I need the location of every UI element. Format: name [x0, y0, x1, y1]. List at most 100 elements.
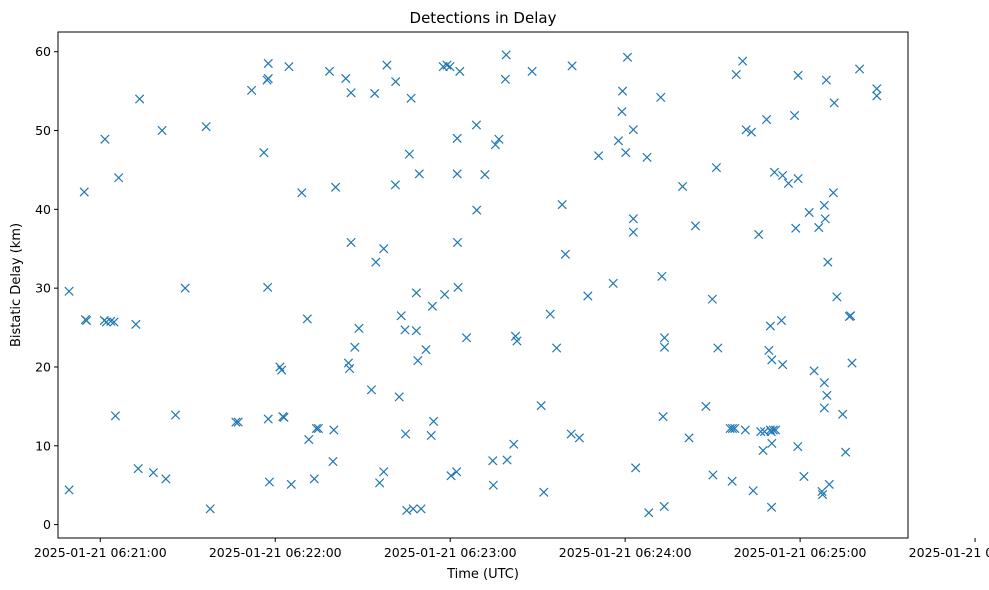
data-point [109, 317, 119, 327]
data-point [545, 309, 555, 319]
data-point [488, 456, 498, 466]
data-point [324, 66, 335, 77]
data-point [838, 409, 848, 419]
data-point [440, 289, 450, 300]
data-point [400, 429, 411, 439]
data-point [631, 463, 641, 473]
data-point [656, 92, 666, 103]
data-point [394, 392, 404, 402]
data-point [817, 486, 827, 497]
data-point [767, 355, 777, 365]
data-point [309, 474, 319, 484]
data-point [759, 426, 770, 437]
data-point [445, 62, 455, 72]
y-tick-label: 0 [43, 517, 51, 532]
data-point [64, 485, 74, 495]
data-point [390, 180, 401, 190]
data-point [201, 121, 211, 132]
data-point [231, 417, 241, 427]
data-point [480, 170, 490, 180]
data-point [341, 73, 351, 84]
data-point [872, 84, 882, 94]
data-point [872, 91, 882, 101]
data-point [408, 504, 418, 514]
data-point [659, 333, 670, 343]
data-points [64, 50, 882, 518]
data-point [131, 319, 141, 330]
data-point [455, 66, 465, 77]
data-point [766, 502, 777, 512]
data-point [471, 120, 482, 130]
data-point [820, 214, 830, 224]
data-point [330, 182, 341, 192]
data-point [135, 94, 145, 104]
data-point [738, 56, 748, 66]
x-tick-label: 2025-01-21 06:24:00 [559, 545, 692, 560]
data-point [81, 315, 92, 326]
data-point [829, 98, 839, 108]
data-point [180, 283, 190, 293]
data-point [768, 425, 778, 435]
data-point [494, 134, 504, 144]
data-point [346, 237, 356, 248]
data-point [329, 425, 339, 435]
data-point [375, 478, 385, 488]
data-point [370, 88, 380, 99]
data-point [731, 69, 741, 80]
data-point [277, 365, 287, 375]
data-point [583, 291, 593, 301]
data-point [727, 476, 737, 486]
y-tick-label: 50 [35, 123, 51, 138]
data-point [758, 445, 768, 456]
data-point [344, 363, 355, 374]
data-point [263, 58, 273, 69]
y-tick-label: 60 [35, 44, 51, 59]
data-point [854, 64, 865, 74]
y-tick-label: 40 [35, 202, 51, 217]
x-tick-label: 2025-01-21 06:23:00 [384, 545, 517, 560]
data-point [793, 173, 803, 184]
data-point [711, 162, 722, 173]
data-point [161, 474, 171, 484]
data-point [157, 125, 167, 136]
data-point [770, 425, 781, 435]
data-point [404, 149, 414, 159]
data-point [707, 294, 717, 304]
data-point [789, 110, 800, 121]
data-point [311, 423, 321, 434]
data-point [451, 467, 462, 477]
data-point [617, 86, 628, 96]
data-point [536, 400, 546, 411]
data-point [264, 477, 275, 487]
data-point [539, 487, 549, 497]
data-point [259, 147, 269, 158]
data-point [621, 147, 631, 158]
data-point [391, 77, 401, 87]
data-point [79, 187, 89, 197]
data-point [413, 356, 423, 366]
x-tick-label: 2025-01-21 06:21:00 [34, 545, 167, 560]
data-point [552, 343, 562, 353]
data-point [658, 411, 668, 422]
data-point [110, 411, 121, 421]
data-point [642, 152, 652, 162]
data-point [777, 170, 788, 181]
data-point [354, 323, 364, 333]
data-point [350, 342, 360, 352]
data-point [452, 237, 463, 248]
data-point [783, 178, 794, 188]
data-point [708, 470, 718, 480]
data-point [500, 74, 510, 84]
plot-frame [57, 31, 909, 539]
data-point [490, 140, 501, 150]
data-point [767, 438, 777, 449]
data-point [379, 244, 389, 254]
data-point [406, 93, 416, 103]
data-point [64, 286, 74, 296]
data-point [472, 205, 482, 215]
data-point [823, 257, 833, 267]
data-point [847, 358, 857, 368]
data-point [776, 315, 787, 326]
data-point [804, 207, 814, 218]
data-point [304, 434, 314, 445]
